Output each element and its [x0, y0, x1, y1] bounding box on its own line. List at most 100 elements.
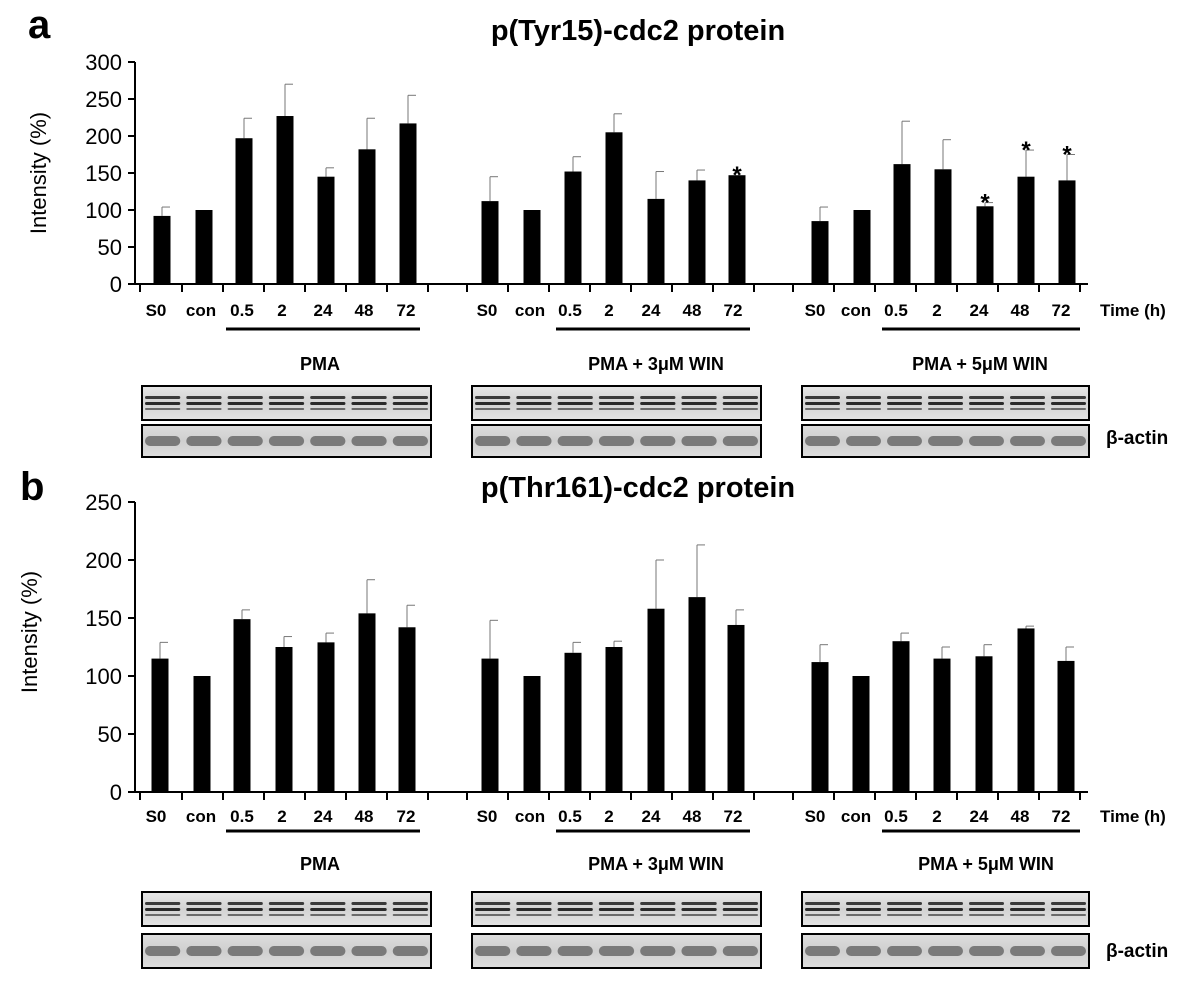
bar: [893, 164, 911, 284]
y-tick-label: 0: [110, 272, 122, 297]
blot-band: [392, 908, 428, 911]
y-axis-label: Intensity (%): [17, 571, 42, 693]
blot-band: [928, 396, 963, 399]
blot-band: [227, 402, 263, 405]
blot-band: [887, 946, 922, 956]
group-label: PMA + 3μM WIN: [588, 854, 724, 874]
x-tick-label: 2: [932, 301, 941, 320]
blot-band: [268, 408, 305, 410]
significance-marker: *: [732, 162, 742, 189]
bar: [399, 123, 417, 284]
blot-band: [351, 914, 387, 916]
bar: [481, 658, 499, 792]
x-tick-label: 2: [277, 807, 286, 826]
blot-band: [516, 908, 552, 911]
blot-band: [969, 402, 1004, 405]
significance-marker: *: [1062, 142, 1072, 169]
x-tick-label: S0: [805, 301, 826, 320]
blot-band: [351, 908, 387, 911]
blot-band: [516, 946, 552, 956]
bar: [317, 176, 335, 284]
blot-band: [1010, 402, 1045, 405]
blot-band: [640, 436, 676, 446]
blot-band: [475, 402, 511, 405]
group-label: PMA: [300, 854, 340, 874]
blot-band: [392, 402, 428, 405]
x-tick-label: S0: [477, 301, 498, 320]
bar: [811, 221, 829, 284]
blot-band: [887, 436, 922, 446]
blot-band: [969, 946, 1004, 956]
blot-band: [351, 946, 387, 956]
blot-band: [805, 946, 840, 956]
chart-title: p(Tyr15)-cdc2 protein: [491, 15, 785, 47]
blot-band: [722, 402, 758, 405]
bar: [1017, 176, 1035, 284]
x-tick-label: 2: [604, 807, 613, 826]
bar: [398, 627, 416, 792]
blot-band: [722, 946, 758, 956]
bar: [934, 169, 952, 284]
blot-band: [516, 914, 552, 916]
blot-band: [557, 946, 593, 956]
bar: [523, 676, 541, 792]
blot-band: [310, 436, 346, 446]
group-labels: PMA PMA + 3μM WIN PMA + 5μM WIN: [300, 854, 1054, 874]
blot-band: [681, 436, 717, 446]
blot-band: [557, 408, 593, 410]
blot-band: [928, 914, 963, 916]
x-tick-label: 0.5: [230, 301, 254, 320]
x-axis-ticks: [139, 792, 1081, 800]
x-tick-label: 24: [642, 807, 661, 826]
x-tick-label: con: [841, 301, 871, 320]
blot-band: [227, 902, 263, 905]
x-tick-label: 0.5: [558, 807, 582, 826]
bar: [358, 613, 376, 792]
blot-band: [475, 408, 511, 410]
x-tick-label: S0: [477, 807, 498, 826]
blot-band: [351, 408, 387, 410]
y-tick-label: 200: [85, 124, 122, 149]
bar: [235, 138, 253, 284]
blot-band: [722, 436, 758, 446]
blot-band: [805, 914, 840, 916]
blot-band: [681, 914, 717, 916]
y-tick-label: 50: [98, 722, 122, 747]
blot-band: [805, 396, 840, 399]
y-tick-label: 250: [85, 490, 122, 515]
blot-band: [722, 408, 758, 410]
x-tick-label: 72: [1052, 807, 1071, 826]
bar: [976, 206, 994, 284]
blot-band: [805, 902, 840, 905]
x-tick-label: con: [515, 301, 545, 320]
blot-band: [846, 902, 881, 905]
x-tick-label: S0: [805, 807, 826, 826]
blot-band: [722, 396, 758, 399]
blot-band: [640, 946, 676, 956]
blot-band: [310, 402, 346, 405]
blot-band: [1010, 902, 1045, 905]
blot-band: [969, 408, 1004, 410]
blot-band: [1051, 902, 1086, 905]
blot-band: [846, 402, 881, 405]
significance-marker: *: [1021, 137, 1031, 164]
panel-a: a p(Tyr15)-cdc2 protein Intensity (%) 0 …: [26, 3, 1168, 458]
x-tick-label: 24: [314, 807, 333, 826]
blot-band: [557, 436, 593, 446]
blot-band: [805, 436, 840, 446]
x-tick-label: 2: [604, 301, 613, 320]
y-tick-label: 150: [85, 161, 122, 186]
blot-band: [186, 436, 222, 446]
blot-band: [887, 408, 922, 410]
x-tick-label: 24: [642, 301, 661, 320]
blot-band: [351, 436, 387, 446]
bar: [523, 210, 541, 284]
x-tick-label: 48: [683, 301, 702, 320]
blot-band: [145, 902, 181, 905]
blot-band: [268, 402, 305, 405]
blot-band: [846, 436, 881, 446]
blot-band: [928, 908, 963, 911]
y-tick-label: 50: [98, 235, 122, 260]
bar: [647, 608, 665, 792]
